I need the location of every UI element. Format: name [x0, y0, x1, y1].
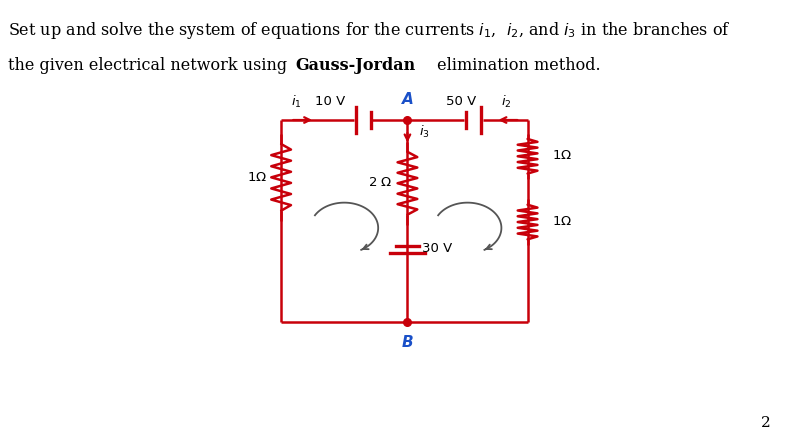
Text: B: B [401, 335, 413, 350]
Text: Set up and solve the system of equations for the currents $i_1$,  $i_2$, and $i_: Set up and solve the system of equations… [8, 20, 731, 41]
Text: 50 V: 50 V [446, 95, 476, 108]
Text: A: A [401, 92, 413, 107]
Text: 1$\Omega$: 1$\Omega$ [553, 215, 572, 228]
Text: 2 $\Omega$: 2 $\Omega$ [367, 176, 392, 189]
Text: $i_2$: $i_2$ [501, 93, 511, 110]
Text: Gauss-Jordan: Gauss-Jordan [296, 57, 416, 74]
Text: the given electrical network using: the given electrical network using [8, 57, 293, 74]
Text: 2: 2 [762, 416, 771, 430]
Text: 10 V: 10 V [316, 95, 346, 108]
Text: elimination method.: elimination method. [432, 57, 600, 74]
Text: 30 V: 30 V [421, 242, 452, 255]
Text: $i_3$: $i_3$ [418, 124, 429, 140]
Text: $i_1$: $i_1$ [291, 93, 301, 110]
Text: 1$\Omega$: 1$\Omega$ [247, 171, 267, 184]
Text: 1$\Omega$: 1$\Omega$ [553, 149, 572, 162]
